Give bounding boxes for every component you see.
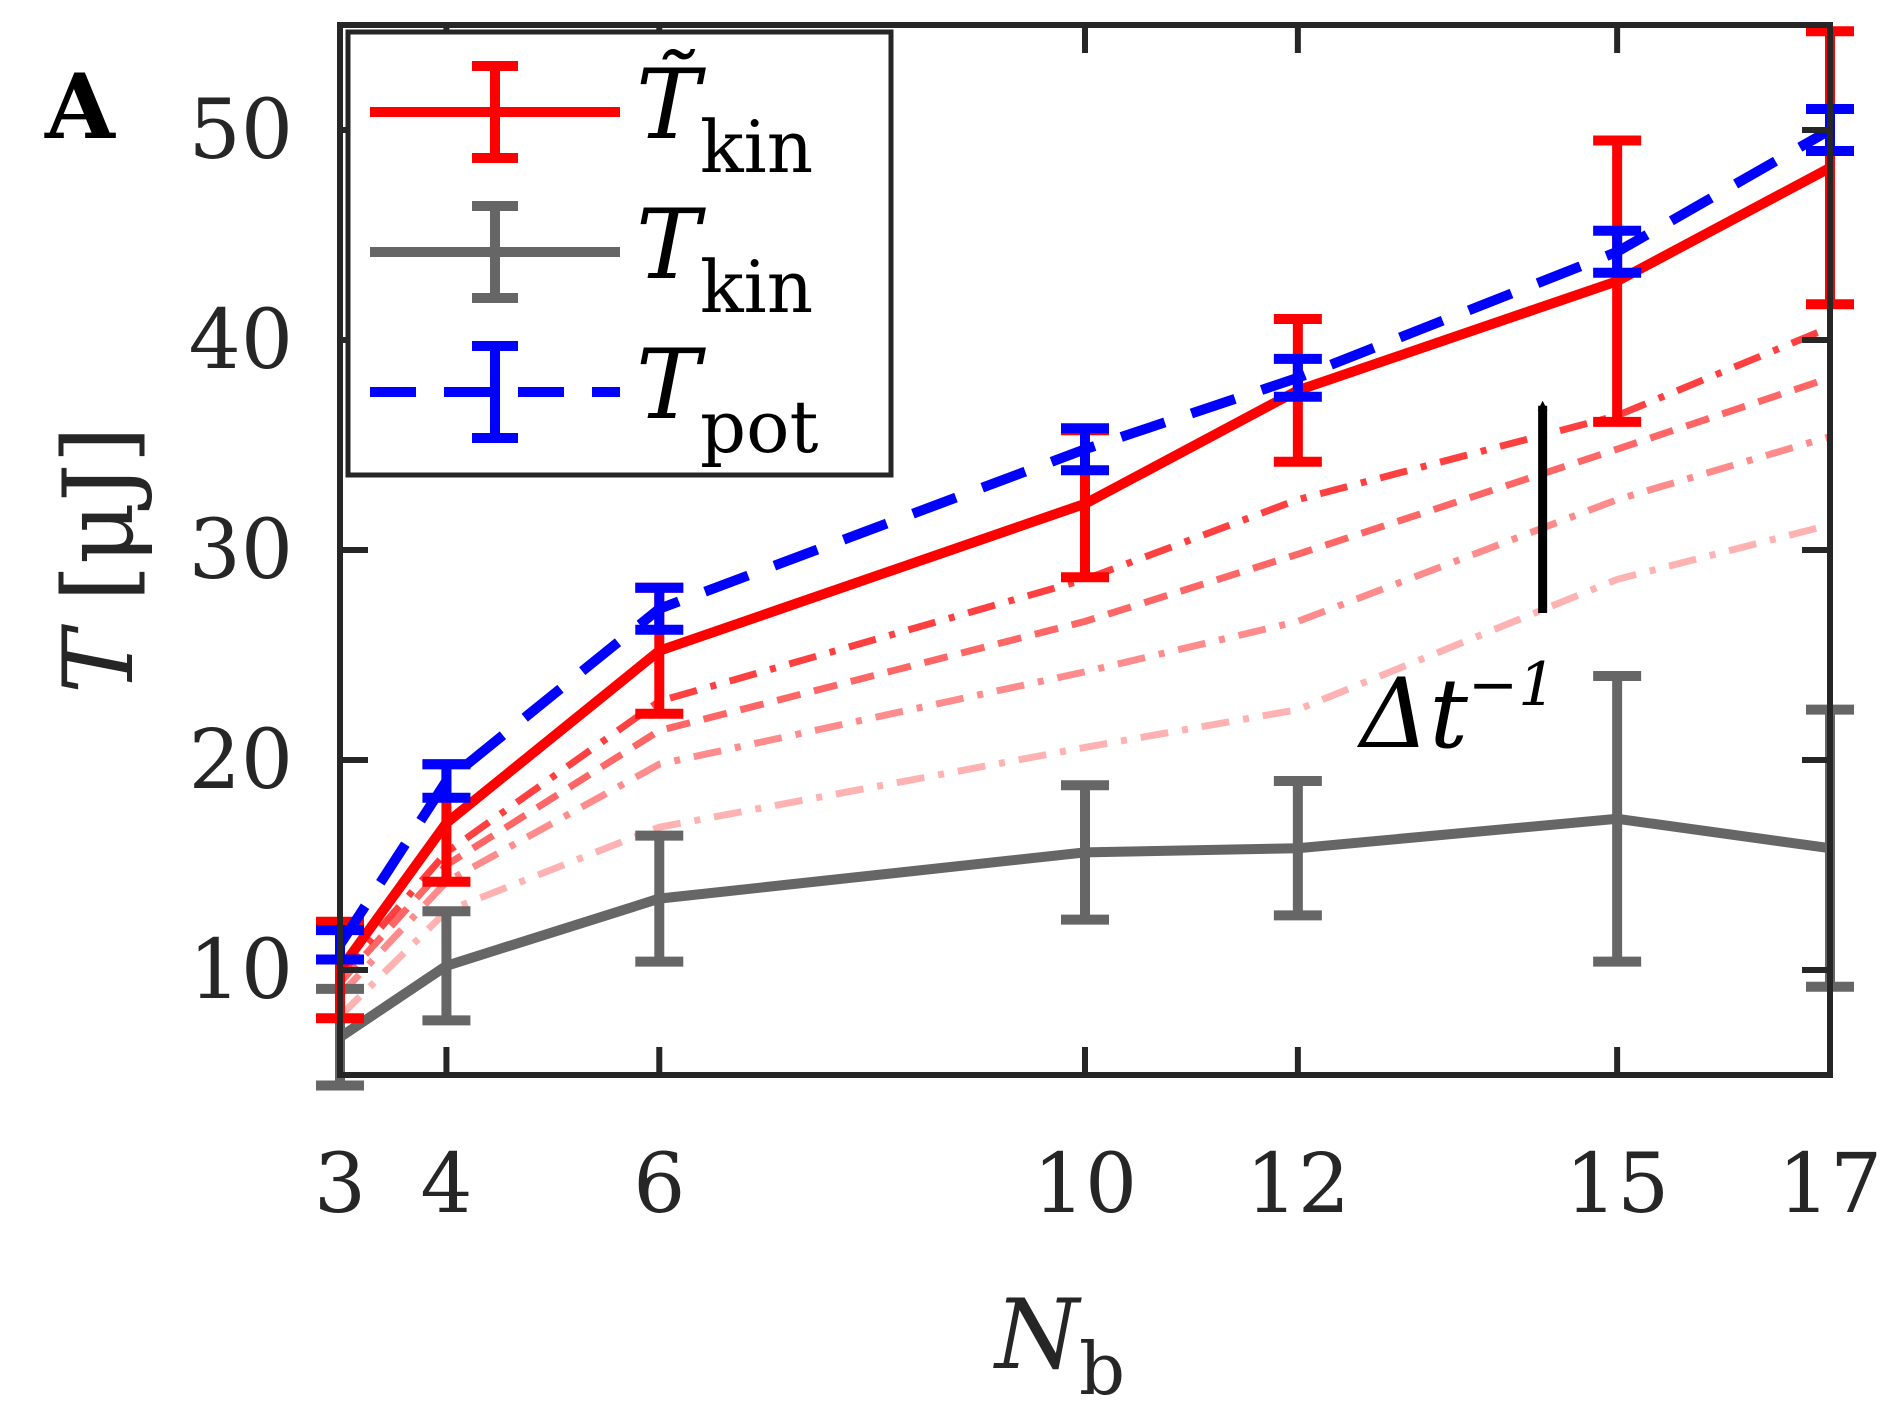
annotation-sup: −1	[1468, 650, 1556, 720]
y-axis-unit: [μJ]	[43, 426, 155, 602]
y-axis-symbol: T	[43, 624, 155, 694]
legend-label-2: Tpot	[636, 329, 818, 469]
x-tick-label-0: 3	[314, 1137, 366, 1232]
x-tick-label-5: 15	[1565, 1137, 1669, 1232]
legend-label-1: Tkin	[636, 189, 813, 329]
x-tick-label-2: 6	[633, 1137, 685, 1232]
y-tick-label-2: 30	[189, 503, 293, 598]
y-tick-label-4: 50	[189, 83, 293, 178]
series-group	[316, 26, 1854, 1091]
y-axis-title: T [μJ]	[43, 426, 155, 694]
x-axis-subscript: b	[1079, 1327, 1125, 1411]
x-tick-label-1: 4	[420, 1137, 472, 1232]
annotation-text: Δt−1	[1356, 650, 1556, 770]
y-tick-label-3: 40	[189, 293, 293, 388]
y-tick-label-0: 10	[189, 923, 293, 1018]
annotation: Δt−1	[1356, 400, 1556, 770]
series-0	[316, 26, 1854, 1024]
x-tick-label-3: 10	[1033, 1137, 1137, 1232]
panel-label: A	[44, 54, 116, 160]
x-tick-label-6: 17	[1778, 1137, 1882, 1232]
x-axis-title: Nb	[993, 1279, 1125, 1411]
y-tick-label-1: 20	[189, 713, 293, 808]
x-tick-label-4: 12	[1246, 1137, 1350, 1232]
x-axis-symbol: N	[993, 1279, 1082, 1391]
annotation-symbol: Δt	[1356, 658, 1468, 770]
faded-series-line-3	[337, 521, 1831, 1019]
legend-label-0: T̃kin	[636, 49, 813, 189]
